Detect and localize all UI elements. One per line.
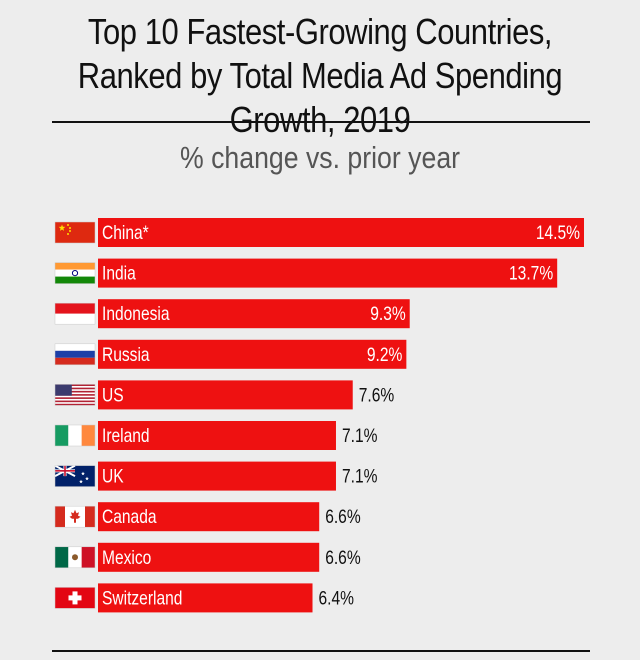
bar-mexico	[98, 542, 320, 572]
ireland-flag-icon	[54, 424, 96, 447]
india-flag-icon	[54, 262, 96, 284]
category-label: Ireland	[102, 425, 150, 447]
indonesia-flag-icon	[54, 302, 96, 325]
china-flag-icon	[54, 221, 96, 244]
value-label: 14.5%	[536, 222, 580, 244]
bar-indonesia	[98, 299, 410, 329]
mexico-flag-icon	[54, 546, 96, 569]
us-flag-icon	[54, 384, 96, 406]
value-label: 9.2%	[367, 343, 402, 365]
bottom-divider	[52, 650, 590, 652]
bar-canada	[98, 502, 320, 532]
bar-switzerland	[98, 583, 313, 613]
category-label: UK	[102, 465, 124, 487]
russia-flag-icon	[54, 343, 96, 366]
uk-flag-icon	[54, 464, 96, 487]
category-label: Russia	[102, 343, 150, 365]
category-label: Mexico	[102, 546, 151, 568]
chart-title: Top 10 Fastest-Growing Countries, Ranked…	[77, 11, 563, 140]
value-label: 13.7%	[509, 262, 553, 284]
value-label: 6.4%	[319, 587, 354, 609]
category-label: Canada	[102, 506, 157, 528]
value-label: 7.1%	[342, 465, 377, 487]
bar-us	[98, 380, 353, 410]
bar-india	[98, 258, 558, 288]
value-label: 9.3%	[370, 303, 405, 325]
bar-russia	[98, 339, 407, 369]
bar-uk	[98, 461, 336, 491]
value-label: 6.6%	[325, 546, 360, 568]
value-label: 7.6%	[359, 384, 394, 406]
category-label: Indonesia	[102, 303, 170, 325]
category-label: US	[102, 384, 124, 406]
category-label: India	[102, 262, 136, 284]
chart-subtitle: % change vs. prior year	[179, 140, 461, 175]
category-label: China*	[102, 222, 149, 244]
category-label: Switzerland	[102, 587, 182, 609]
value-label: 6.6%	[325, 506, 360, 528]
bar-ireland	[98, 421, 336, 450]
canada-flag-icon	[54, 505, 96, 528]
bar-china	[98, 218, 584, 247]
value-label: 7.1%	[342, 425, 377, 447]
switzerland-flag-icon	[54, 587, 96, 609]
title-divider	[52, 121, 590, 123]
